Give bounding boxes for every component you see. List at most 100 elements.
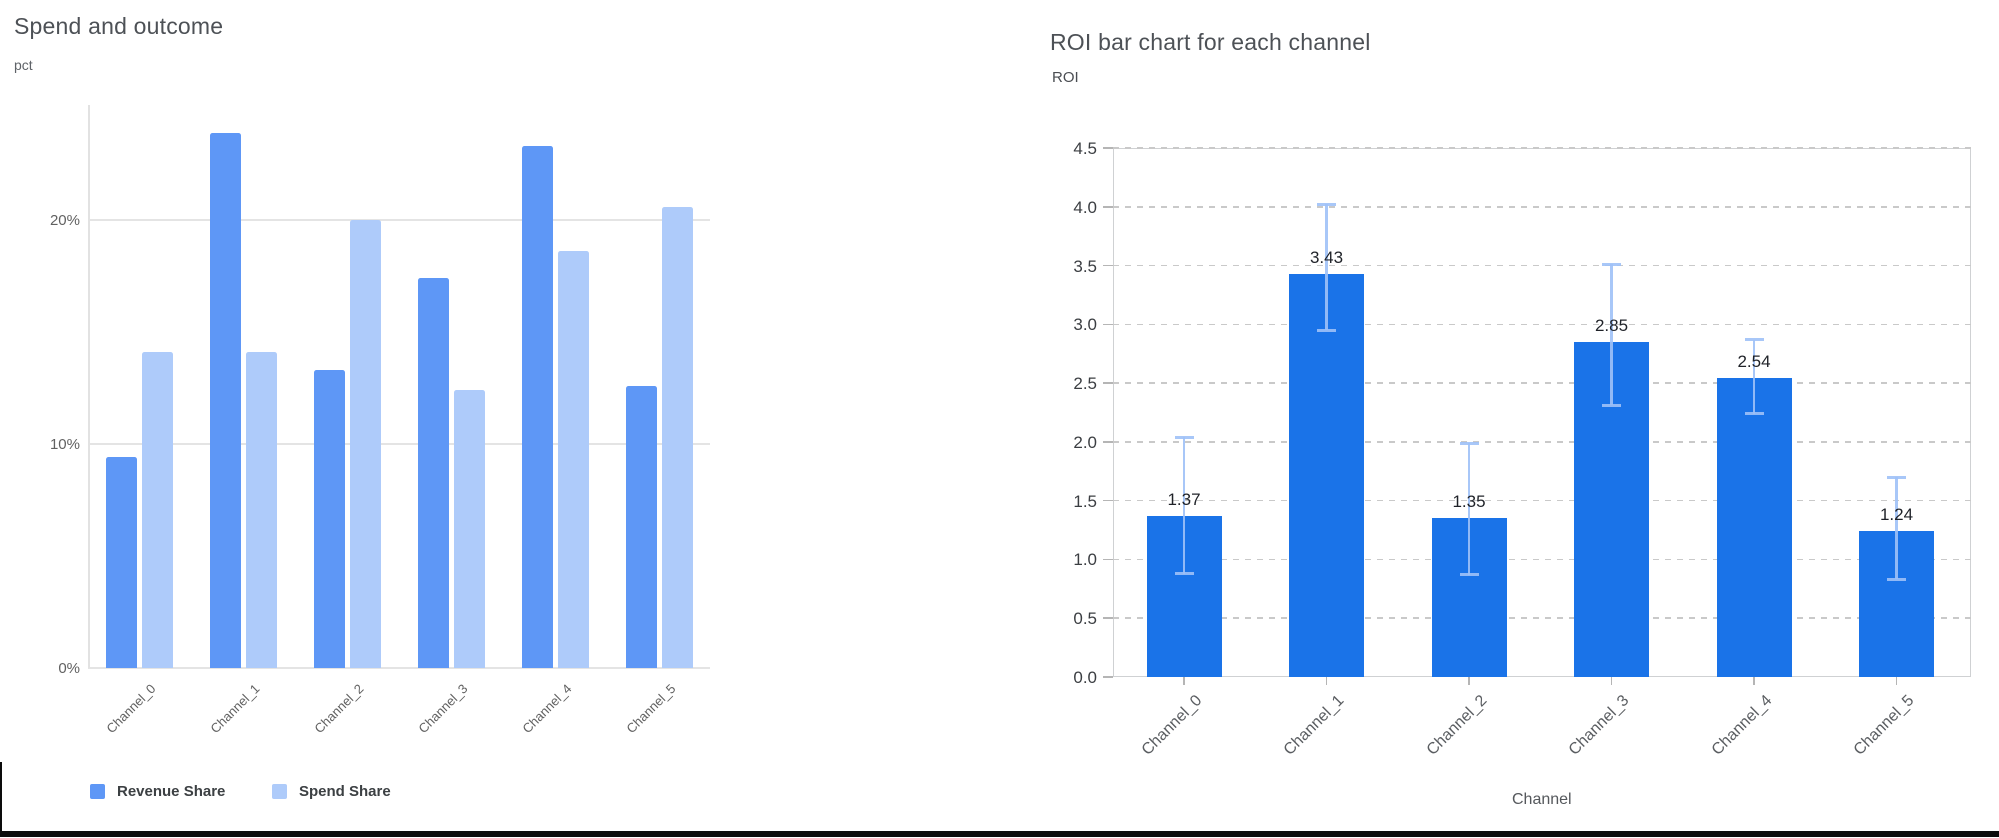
right-gridline-2.0 — [1113, 441, 1971, 443]
right-y-tick-label: 0.0 — [1073, 668, 1097, 687]
right-plot-border — [1113, 148, 1971, 677]
roi-bar-channel_4 — [1716, 378, 1792, 677]
right-gridline-4.5 — [1113, 147, 1971, 149]
left-chart-plot-area: 0% 10% 20% Channel_0 Channel_1 Channel_2 Chann… — [0, 0, 740, 838]
right-y-tickmark-2.5 — [1103, 382, 1113, 384]
roi-value-label-channel_1: 3.43 — [1309, 247, 1344, 267]
right-y-tick-label: 0.5 — [1073, 609, 1097, 629]
right-x-tick-label-channel_1: Channel_1 — [1280, 692, 1348, 759]
right-y-tick-label: 2.0 — [1073, 432, 1097, 452]
bar-spend-channel_0 — [142, 352, 173, 668]
right-gridline-1.0 — [1113, 558, 1971, 561]
right-chart-x-axis-title: Channel — [1512, 791, 1572, 808]
right-x-tickmark-channel_0 — [1183, 677, 1185, 685]
bar-revenue-channel_3 — [418, 278, 449, 668]
right-y-tick-label: 1.5 — [1073, 491, 1097, 511]
bar-spend-channel_5 — [662, 206, 693, 668]
right-chart-y-unit-label: ROI — [1052, 69, 1079, 86]
right-y-tick-label: 3.5 — [1073, 256, 1097, 276]
error-bar-line-channel_1 — [1325, 204, 1328, 331]
error-bar-cap-top-channel_0 — [1174, 435, 1194, 439]
error-bar-line-channel_4 — [1752, 339, 1756, 414]
bar-revenue-channel_5 — [626, 385, 657, 668]
left-gridline-10% — [88, 443, 710, 445]
left-gridline-0% — [88, 667, 710, 669]
left-chart-title: Spend and outcome — [14, 13, 224, 39]
left-y-tick-label: 20% — [49, 212, 80, 229]
right-gridline-4.0 — [1113, 206, 1971, 208]
right-y-tickmark-3.5 — [1103, 264, 1113, 267]
right-chart-title: ROI bar chart for each channel — [1050, 29, 1371, 55]
right-x-tickmark-channel_5 — [1895, 677, 1898, 685]
error-bar-line-channel_2 — [1467, 443, 1471, 575]
right-y-tick-label: 2.5 — [1073, 374, 1097, 394]
right-y-tickmark-4.0 — [1103, 206, 1113, 208]
bar-spend-channel_2 — [350, 220, 381, 668]
error-bar-line-channel_5 — [1895, 477, 1898, 580]
error-bar-cap-bottom-channel_4 — [1744, 412, 1764, 416]
error-bar-line-channel_0 — [1182, 437, 1186, 574]
bar-revenue-channel_0 — [106, 457, 137, 668]
roi-chart: ROI bar chart for each channel ROI — [1030, 0, 1999, 838]
right-y-tick-label: 3.0 — [1073, 315, 1097, 335]
roi-value-label-channel_4: 2.54 — [1737, 352, 1771, 372]
spend-outcome-chart: Spend and outcome pct 0% 10% 20% Channel_0 C… — [0, 0, 740, 838]
right-x-tickmark-channel_2 — [1468, 677, 1470, 685]
left-window-border — [0, 762, 2, 837]
error-bar-cap-bottom-channel_3 — [1602, 403, 1621, 407]
roi-value-label-channel_3: 2.85 — [1594, 315, 1629, 335]
left-chart-legend: Revenue Share Spend Share — [0, 783, 740, 803]
revenue-share-legend-swatch — [90, 784, 105, 799]
right-y-tickmark-1.5 — [1103, 499, 1113, 502]
right-gridline-2.5 — [1113, 382, 1971, 384]
left-gridline-20% — [88, 219, 710, 221]
right-y-tick-label: 4.0 — [1073, 197, 1097, 217]
right-y-tickmark-3.0 — [1103, 323, 1113, 326]
roi-value-label-channel_0: 1.37 — [1167, 489, 1201, 509]
right-y-tickmark-0.0 — [1103, 676, 1113, 678]
right-y-tickmark-1.0 — [1103, 558, 1113, 561]
right-x-tick-label-channel_2: Channel_2 — [1423, 692, 1491, 759]
roi-value-label-channel_2: 1.35 — [1452, 492, 1486, 512]
revenue-share-legend-label: Revenue Share — [117, 783, 226, 800]
error-bar-cap-bottom-channel_0 — [1174, 572, 1194, 576]
left-y-tick-label: 0% — [58, 660, 80, 677]
right-x-tick-label-channel_5: Channel_5 — [1850, 692, 1918, 759]
bar-revenue-channel_1 — [210, 132, 241, 668]
bar-revenue-channel_2 — [314, 370, 345, 668]
right-gridline-3.5 — [1113, 264, 1971, 267]
error-bar-cap-top-channel_1 — [1317, 202, 1336, 206]
right-gridline-3.0 — [1113, 323, 1971, 326]
left-chart-y-unit-label: pct — [14, 57, 33, 73]
spend-share-legend-label: Spend Share — [299, 783, 391, 800]
error-bar-cap-bottom-channel_1 — [1317, 328, 1336, 332]
right-y-tickmark-2.0 — [1103, 441, 1113, 443]
right-gridline-1.5 — [1113, 499, 1971, 502]
right-gridline-0.5 — [1113, 617, 1971, 619]
right-y-tickmark-0.5 — [1103, 617, 1113, 619]
roi-value-label-channel_5: 1.24 — [1879, 505, 1914, 525]
bar-spend-channel_1 — [246, 352, 277, 668]
right-x-tick-label-channel_3: Channel_3 — [1565, 692, 1633, 759]
right-x-tick-label-channel_0: Channel_0 — [1138, 692, 1206, 759]
right-x-tickmark-channel_1 — [1325, 677, 1328, 685]
error-bar-line-channel_3 — [1610, 264, 1613, 406]
error-bar-cap-bottom-channel_2 — [1459, 573, 1479, 577]
error-bar-cap-top-channel_4 — [1744, 338, 1764, 342]
roi-bar-channel_1 — [1289, 273, 1364, 677]
right-y-tick-label: 1.0 — [1073, 550, 1097, 570]
right-x-tickmark-channel_3 — [1610, 677, 1613, 685]
right-x-tickmark-channel_4 — [1753, 677, 1755, 685]
error-bar-cap-top-channel_2 — [1459, 441, 1479, 445]
error-bar-cap-top-channel_5 — [1887, 475, 1906, 479]
bar-spend-channel_3 — [454, 390, 485, 668]
bottom-window-border — [0, 831, 1999, 837]
error-bar-cap-top-channel_3 — [1602, 262, 1621, 266]
right-y-tickmark-4.5 — [1103, 147, 1113, 149]
right-y-tick-label: 4.5 — [1073, 139, 1097, 158]
left-y-axis-line — [88, 105, 90, 668]
bar-revenue-channel_4 — [522, 146, 553, 668]
bar-spend-channel_4 — [558, 251, 589, 668]
